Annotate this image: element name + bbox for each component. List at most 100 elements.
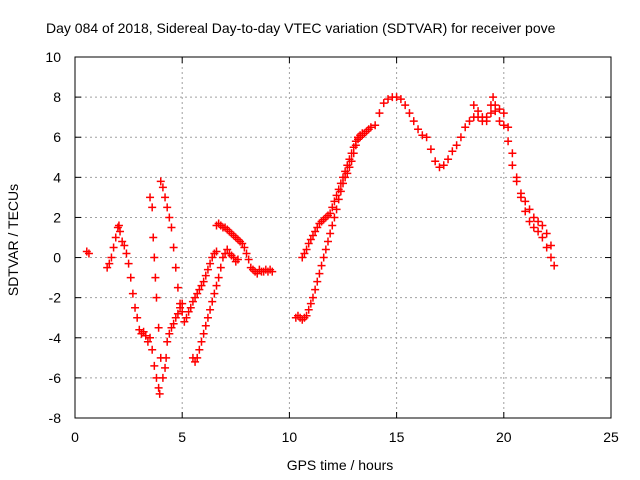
data-point — [165, 213, 174, 222]
data-point — [131, 303, 140, 312]
data-point — [495, 117, 504, 126]
data-point — [152, 293, 161, 302]
data-point — [431, 157, 440, 166]
data-point — [186, 303, 195, 312]
data-point — [169, 243, 178, 252]
data-point — [396, 95, 405, 104]
data-point — [146, 193, 155, 202]
data-point — [392, 93, 401, 102]
data-point — [525, 217, 534, 226]
data-point — [379, 99, 388, 108]
data-point — [330, 197, 339, 206]
data-point — [199, 329, 208, 338]
data-point — [154, 383, 163, 392]
data-point — [422, 133, 431, 142]
data-point — [240, 243, 249, 252]
data-point — [371, 121, 380, 130]
y-tick-label: 2 — [53, 209, 61, 225]
data-point — [345, 155, 354, 164]
data-point — [311, 227, 320, 236]
x-tick-label: 5 — [178, 429, 186, 445]
data-point — [208, 253, 217, 262]
data-point — [158, 373, 167, 382]
data-point — [201, 271, 210, 280]
data-point — [529, 223, 538, 232]
data-point — [542, 243, 551, 252]
data-point — [302, 311, 311, 320]
data-point — [351, 137, 360, 146]
x-tick-label: 0 — [71, 429, 79, 445]
y-tick-label: 10 — [45, 49, 61, 65]
data-point — [313, 277, 322, 286]
data-point — [435, 163, 444, 172]
data-point — [546, 241, 555, 250]
data-point — [448, 147, 457, 156]
data-point — [105, 259, 114, 268]
data-point — [199, 277, 208, 286]
data-point — [244, 255, 253, 264]
data-point — [347, 149, 356, 158]
data-point — [521, 197, 530, 206]
data-point — [216, 263, 225, 272]
data-point — [308, 293, 317, 302]
data-point — [474, 107, 483, 116]
data-point — [103, 263, 112, 272]
y-tick-label: -6 — [49, 370, 62, 386]
data-point — [167, 223, 176, 232]
data-point — [229, 253, 238, 262]
x-axis-ticks: 0 5 10 15 20 25 — [71, 57, 619, 445]
data-point — [401, 101, 410, 110]
data-point — [332, 205, 341, 214]
data-point — [521, 207, 530, 216]
data-point — [223, 245, 232, 254]
data-point — [158, 183, 167, 192]
data-point — [516, 189, 525, 198]
data-point — [336, 179, 345, 188]
data-point — [150, 361, 159, 370]
data-point — [114, 221, 123, 230]
data-point — [122, 249, 131, 258]
data-point — [161, 363, 170, 372]
data-point — [206, 259, 215, 268]
data-point — [317, 261, 326, 270]
data-point — [418, 131, 427, 140]
data-point — [538, 221, 547, 230]
data-point — [306, 235, 315, 244]
x-tick-label: 25 — [603, 429, 619, 445]
data-point — [109, 243, 118, 252]
data-point — [191, 357, 200, 366]
data-point — [550, 261, 559, 270]
data-point — [328, 203, 337, 212]
data-point — [208, 297, 217, 306]
data-point — [214, 273, 223, 282]
data-point — [155, 389, 164, 398]
x-tick-label: 20 — [496, 429, 512, 445]
data-point — [319, 253, 328, 262]
data-point — [141, 331, 150, 340]
data-point — [191, 293, 200, 302]
data-point — [538, 233, 547, 242]
data-point — [120, 241, 129, 250]
data-point — [306, 299, 315, 308]
data-point — [300, 249, 309, 258]
data-point — [133, 313, 142, 322]
data-point — [321, 245, 330, 254]
data-point — [534, 217, 543, 226]
data-point — [163, 337, 172, 346]
data-point — [491, 101, 500, 110]
data-point — [439, 161, 448, 170]
data-point — [167, 323, 176, 332]
data-point — [180, 317, 189, 326]
data-point — [212, 247, 221, 256]
data-point — [124, 259, 133, 268]
y-tick-label: -4 — [49, 330, 62, 346]
x-tick-label: 10 — [282, 429, 298, 445]
y-tick-label: 8 — [53, 89, 61, 105]
data-point — [176, 299, 185, 308]
data-point — [162, 353, 171, 362]
data-point — [308, 231, 317, 240]
data-point — [302, 245, 311, 254]
data-point — [375, 109, 384, 118]
data-point — [203, 265, 212, 274]
data-point — [150, 253, 159, 262]
